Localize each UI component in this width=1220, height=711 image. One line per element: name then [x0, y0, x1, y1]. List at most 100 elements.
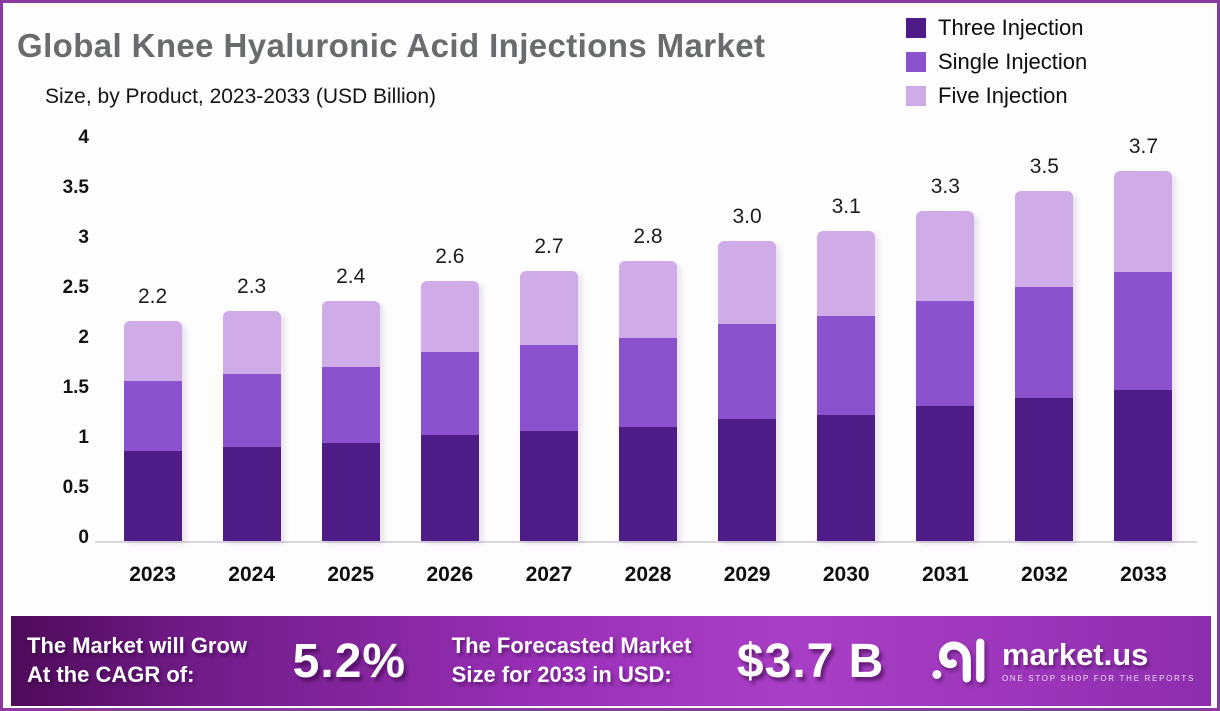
bar-total-label: 3.5 [1029, 155, 1059, 178]
stacked-bar-2028 [619, 261, 678, 541]
brand-name: market.us [1001, 637, 1149, 672]
market-us-logo-icon [932, 638, 985, 683]
bar-column: 3.5 [995, 141, 1094, 541]
bar-series: 2.2 2.3 2.4 2.6 2.7 2.8 3.0 3.1 3.3 3.5 3.7 [103, 135, 1193, 541]
bar-segment-five-injection [619, 261, 678, 338]
x-axis-label: 2030 [822, 563, 870, 586]
bar-column: 2.7 [499, 141, 598, 541]
stacked-bar-2029 [718, 241, 777, 541]
stacked-bar-2030 [817, 231, 876, 541]
x-axis-label: 2031 [921, 563, 969, 586]
bar-segment-three-injection [1015, 398, 1074, 541]
x-axis-labels: 2023 2024 2025 2026 2027 2028 2029 2030 2031 2032… [103, 563, 1193, 587]
legend-label: Five Injection [938, 83, 1068, 108]
legend-label: Single Injection [938, 49, 1088, 74]
bar-total-label: 3.7 [1128, 135, 1159, 158]
bar-segment-single-injection [321, 367, 380, 443]
x-axis-label: 2027 [525, 563, 573, 586]
bar-segment-five-injection [123, 321, 182, 381]
stacked-bar-2033 [1114, 171, 1173, 541]
footer-banner: The Market will Grow At the CAGR of: 5.2… [11, 616, 1211, 706]
bar-segment-five-injection [222, 311, 281, 374]
stacked-bar-2026 [420, 281, 479, 541]
legend-item: Single Injection [906, 49, 1087, 75]
bar-segment-single-injection [619, 338, 678, 427]
plot-area: 2.2 2.3 2.4 2.6 2.7 2.8 3.0 3.1 3.3 3.5 3.7 [95, 135, 1197, 543]
bar-segment-three-injection [1114, 390, 1173, 541]
y-axis-tick-label: 2 [78, 327, 89, 348]
bar-segment-single-injection [916, 301, 975, 406]
x-axis-label: 2029 [723, 563, 771, 586]
bar-segment-five-injection [420, 281, 479, 352]
bar-segment-five-injection [718, 241, 777, 324]
bar-column: 3.7 [1094, 135, 1193, 541]
bar-column: 2.8 [598, 141, 697, 541]
bar-segment-single-injection [420, 352, 479, 435]
x-axis-baseline [95, 541, 1197, 543]
bar-segment-single-injection [1015, 287, 1074, 398]
bar-column: 3.3 [896, 141, 995, 541]
cagr-value: 5.2% [292, 634, 407, 688]
bar-segment-three-injection [222, 447, 281, 541]
x-axis-label: 2028 [624, 563, 672, 586]
bar-segment-three-injection [420, 435, 479, 541]
y-axis-tick-label: 3.5 [62, 177, 89, 198]
bar-segment-three-injection [519, 431, 578, 541]
stacked-bar-2024 [222, 311, 281, 541]
bar-total-label: 2.7 [534, 235, 564, 258]
bar-segment-single-injection [817, 316, 876, 415]
bar-total-label: 2.4 [336, 265, 366, 288]
bar-total-label: 2.3 [237, 275, 267, 298]
stacked-bar-2025 [321, 301, 380, 541]
y-axis-tick-label: 1.5 [62, 377, 89, 398]
forecast-label-line1: The Forecasted Market [451, 633, 692, 659]
bar-total-label: 3.0 [732, 205, 762, 228]
x-axis-label: 2026 [426, 563, 474, 586]
bar-segment-three-injection [123, 451, 182, 541]
page-subtitle: Size, by Product, 2023-2033 (USD Billion… [45, 85, 437, 108]
bar-segment-three-injection [718, 419, 777, 541]
bar-total-label: 2.8 [633, 225, 663, 248]
stacked-bar-2027 [519, 271, 578, 541]
bar-column: 2.4 [301, 141, 400, 541]
x-axis-label: 2024 [228, 563, 275, 586]
bar-segment-single-injection [123, 381, 182, 451]
x-axis-label: 2023 [129, 563, 176, 586]
page-title: Global Knee Hyaluronic Acid Injections M… [17, 27, 766, 64]
bar-segment-single-injection [718, 324, 777, 419]
legend-swatch-icon [906, 52, 926, 72]
y-axis-tick-label: 2.5 [62, 277, 89, 298]
bar-segment-single-injection [222, 374, 281, 447]
bar-segment-five-injection [321, 301, 380, 367]
bar-column: 2.2 [103, 141, 202, 541]
bar-column: 3.0 [698, 141, 797, 541]
bar-column: 2.6 [400, 141, 499, 541]
bar-total-label: 2.6 [435, 245, 465, 268]
market-us-logo: market.us ONE STOP SHOP FOR THE REPORTS [930, 634, 1195, 688]
bar-total-label: 3.1 [831, 195, 861, 218]
bar-segment-three-injection [916, 406, 975, 541]
forecast-label-line2: Size for 2033 in USD: [451, 662, 672, 687]
y-axis-tick-label: 4 [78, 127, 89, 148]
y-axis-tick-label: 0 [78, 527, 89, 548]
chart-legend: Three Injection Single Injection Five Inje… [906, 15, 1087, 109]
legend-swatch-icon [906, 18, 926, 38]
cagr-label-line1: The Market will Grow [27, 633, 248, 659]
bar-segment-five-injection [1015, 191, 1074, 287]
x-axis-label: 2025 [327, 563, 375, 586]
brand-tagline: ONE STOP SHOP FOR THE REPORTS [1001, 674, 1195, 683]
x-axis-label: 2032 [1021, 563, 1068, 586]
cagr-label: The Market will Grow At the CAGR of: [27, 632, 247, 689]
y-axis-tick-label: 0.5 [62, 477, 89, 498]
stacked-bar-2023 [123, 321, 182, 541]
bar-segment-five-injection [916, 211, 975, 301]
bar-column: 3.1 [797, 141, 896, 541]
stacked-bar-2032 [1015, 191, 1074, 541]
legend-item: Three Injection [906, 15, 1087, 41]
bar-total-label: 3.3 [930, 175, 960, 198]
bar-total-label: 2.2 [137, 285, 168, 308]
y-axis-tick-label: 3 [78, 227, 89, 248]
cagr-label-line2: At the CAGR of: [27, 662, 195, 687]
legend-item: Five Injection [906, 83, 1087, 109]
